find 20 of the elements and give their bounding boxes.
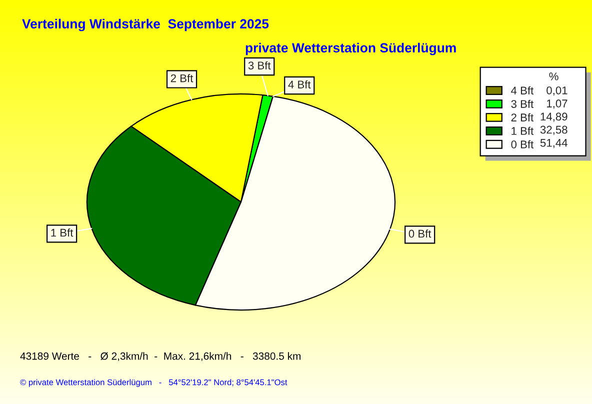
legend-label: 1 Bft (512, 126, 534, 135)
legend-label: 4 Bft (511, 86, 534, 94)
data-label: 32,58 (540, 126, 568, 135)
data-label: 51,44 (540, 139, 568, 148)
data-label: 0,01 (546, 86, 568, 96)
text: 43189 Werte - Ø 2,3km/h - Max. 21,6km/h - 3380.5 km (20, 352, 300, 362)
chart-title: Verteilung Windstärke September 2025 (22, 18, 269, 32)
slice-label: 3 Bft (248, 61, 271, 70)
slice-label: 0 Bft (408, 230, 432, 238)
text: © private Wetterstation Süderlügum - 54°52'19.2" Nord; 8°54'45.1"Ost (20, 379, 288, 387)
data-label: 1,07 (547, 100, 568, 109)
legend-label: 2 Bft (511, 113, 534, 122)
data-label: 14,89 (540, 112, 568, 122)
slice-label: 4 Bft (288, 80, 311, 88)
legend-label: 3 Bft (511, 100, 534, 108)
slice-label: 2 Bft (170, 74, 194, 82)
legend-title: % (549, 72, 558, 80)
chart-subtitle: private Wetterstation Süderlügum (246, 42, 456, 56)
legend-label: 0 Bft (511, 140, 534, 148)
slice-label: 1 Bft (51, 228, 74, 237)
